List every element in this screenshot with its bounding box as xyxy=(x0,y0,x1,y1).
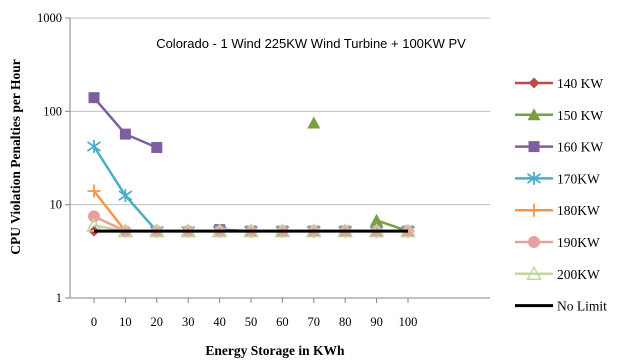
series-150-kw xyxy=(307,116,321,129)
series-160-kw xyxy=(88,92,163,153)
legend-item-no-limit: No Limit xyxy=(515,299,607,314)
series-layer xyxy=(86,92,416,238)
legend-marker-150-kw xyxy=(527,108,541,121)
legend-marker-190kw xyxy=(528,236,540,248)
y-tick-label-1: 1 xyxy=(56,291,62,305)
point-170kw-0-stroke-2 xyxy=(86,141,102,152)
chart-title: Colorado - 1 Wind 225KW Wind Turbine + 1… xyxy=(156,36,466,51)
x-tick-label-50: 50 xyxy=(245,315,258,329)
x-tick-label-30: 30 xyxy=(182,315,195,329)
legend-item-200kw: 200KW xyxy=(515,265,600,282)
legend-item-150-kw: 150 KW xyxy=(515,108,603,123)
point-160-kw-2 xyxy=(151,141,163,153)
legend-marker-170kw-stroke-2 xyxy=(526,173,542,184)
x-tick-label-60: 60 xyxy=(276,315,289,329)
legend-label-180kw: 180KW xyxy=(557,203,600,218)
legend-label-150-kw: 150 KW xyxy=(557,108,603,123)
point-190kw-0 xyxy=(88,210,100,223)
x-tick-label-10: 10 xyxy=(119,315,132,329)
legend-item-140-kw: 140 KW xyxy=(515,76,603,91)
tick-labels: 1 10 100 1000 0 10 20 30 40 50 60 70 80 90 100 xyxy=(37,11,417,329)
gridlines xyxy=(70,17,490,206)
legend-label-190kw: 190KW xyxy=(557,235,600,250)
y-tick-label-100: 100 xyxy=(43,104,62,118)
y-axis-title: CPU Violation Penalties per Hour xyxy=(8,59,23,255)
legend-marker-170kw xyxy=(526,171,542,185)
x-tick-label-80: 80 xyxy=(339,315,352,329)
point-160-kw-1 xyxy=(119,128,131,140)
series-line-170kw xyxy=(92,145,408,233)
legend-label-no-limit: No Limit xyxy=(557,299,607,314)
point-170kw-1 xyxy=(118,189,133,203)
series-170kw xyxy=(86,139,416,238)
x-tick-label-100: 100 xyxy=(399,315,418,329)
point-150-kw-0 xyxy=(307,116,321,129)
legend-item-190kw: 190KW xyxy=(515,235,600,250)
legend-label-200kw: 200KW xyxy=(557,267,600,282)
y-tick-label-1000: 1000 xyxy=(37,11,62,25)
x-tick-label-0: 0 xyxy=(91,315,97,329)
legend-item-170kw: 170KW xyxy=(515,171,600,186)
legend-label-140-kw: 140 KW xyxy=(557,76,603,91)
legend-marker-140-kw xyxy=(528,77,540,89)
axes xyxy=(65,17,490,303)
x-tick-label-20: 20 xyxy=(151,315,164,329)
x-tick-label-40: 40 xyxy=(213,315,226,329)
point-180kw-0 xyxy=(87,184,101,198)
y-tick-label-10: 10 xyxy=(50,198,63,212)
legend-item-180kw: 180KW xyxy=(515,203,600,218)
legend-marker-200kw xyxy=(526,265,542,281)
legend-marker-180kw xyxy=(527,203,541,217)
point-170kw-0 xyxy=(86,139,102,153)
legend-label-160-kw: 160 KW xyxy=(557,140,603,155)
x-axis-title: Energy Storage in KWh xyxy=(205,343,345,358)
series-line-160-kw xyxy=(93,96,158,149)
x-tick-label-70: 70 xyxy=(308,315,321,329)
point-170kw-1-stroke-2 xyxy=(118,190,133,201)
legend-label-170kw: 170KW xyxy=(557,171,600,186)
legend-marker-160-kw xyxy=(528,141,540,153)
legend-item-160-kw: 160 KW xyxy=(515,140,603,155)
point-160-kw-0 xyxy=(88,92,100,104)
x-tick-label-90: 90 xyxy=(370,315,383,329)
point-150-kw-tail-0 xyxy=(370,213,384,226)
legend: 140 KW 150 KW 160 KW 170KW 180KW 190KW 200KW No… xyxy=(515,76,607,314)
